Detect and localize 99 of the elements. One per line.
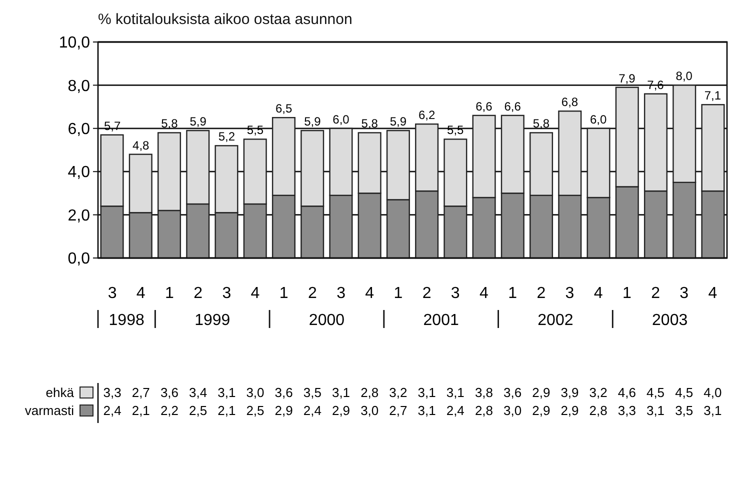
total-label: 6,5 xyxy=(275,102,293,116)
data-label: 2,7 xyxy=(132,385,150,400)
data-label: 3,6 xyxy=(504,385,522,400)
data-label: 2,7 xyxy=(389,403,408,418)
data-label: 2,4 xyxy=(446,403,464,418)
x-tick-label: 1 xyxy=(394,285,403,302)
y-tick-label: 2,0 xyxy=(68,207,90,224)
total-label: 6,6 xyxy=(504,99,522,114)
total-label: 5,9 xyxy=(190,114,207,129)
text: 2000 xyxy=(308,312,345,329)
total-label: 5,8 xyxy=(361,116,378,131)
total-label: 5,8 xyxy=(532,116,550,131)
y-tick-label: 4,0 xyxy=(68,164,90,182)
data-label: 2,9 xyxy=(274,403,293,418)
y-tick-label: 8,0 xyxy=(68,78,90,95)
data-label: 4,6 xyxy=(618,385,636,400)
x-tick-label: 1 xyxy=(622,285,632,302)
x-tick-label: 2 xyxy=(194,285,203,302)
data-label: 3,0 xyxy=(360,403,379,418)
data-label: 2,8 xyxy=(474,403,494,418)
x-tick-label: 1 xyxy=(165,285,174,302)
x-tick-label: 3 xyxy=(680,285,689,302)
data-label: 2,8 xyxy=(360,385,379,400)
data-label: 3,6 xyxy=(274,385,293,400)
data-label: 3,2 xyxy=(589,385,608,400)
data-label: 3,1 xyxy=(418,403,436,418)
data-label: 3,1 xyxy=(704,403,722,418)
data-label: 4,5 xyxy=(646,385,665,400)
x-tick-label: 2 xyxy=(651,285,660,302)
x-tick-label: 4 xyxy=(480,285,489,302)
x-tick-label: 1 xyxy=(508,285,518,302)
x-tick-label: 4 xyxy=(136,285,146,302)
total-label: 7,9 xyxy=(618,71,636,86)
data-label: 3,1 xyxy=(646,403,665,418)
data-label: 3,0 xyxy=(504,403,522,418)
text: 2002 xyxy=(538,312,574,329)
total-label: 5,2 xyxy=(218,130,236,144)
total-label: 5,8 xyxy=(161,116,178,131)
data-label: 3,0 xyxy=(246,385,264,400)
total-label: 6,6 xyxy=(476,99,493,114)
y-tick-label: 0,0 xyxy=(68,250,90,268)
y-tick-label: 6,0 xyxy=(68,121,90,138)
data-label: 3,9 xyxy=(560,385,579,400)
total-label: 6,2 xyxy=(418,108,436,122)
data-label: 3,1 xyxy=(218,385,236,400)
data-label: 3,1 xyxy=(418,385,436,400)
data-label: 3,2 xyxy=(389,385,408,400)
y-tick-label: 10,0 xyxy=(58,34,90,52)
total-label: 6,0 xyxy=(590,112,608,126)
x-tick-label: 4 xyxy=(708,285,718,302)
data-label: 3,1 xyxy=(332,385,350,400)
text: 1998 xyxy=(108,312,144,329)
x-tick-label: 3 xyxy=(108,285,117,302)
x-tick-label: 3 xyxy=(336,285,346,302)
total-label: 5,9 xyxy=(390,114,407,129)
data-label: 2,2 xyxy=(160,403,179,418)
data-label: 3,4 xyxy=(189,385,208,400)
text: 2003 xyxy=(652,312,688,329)
chart-title: % kotitalouksista aikoo ostaa asunnon xyxy=(98,11,352,28)
total-label: 5,9 xyxy=(304,114,322,129)
data-label: 3,3 xyxy=(103,385,122,400)
x-tick-label: 3 xyxy=(565,285,574,302)
text: 2001 xyxy=(423,312,459,329)
legend-label: varmasti xyxy=(24,403,74,418)
data-label: 2,4 xyxy=(303,403,322,418)
x-tick-label: 2 xyxy=(422,285,432,302)
x-tick-label: 4 xyxy=(250,285,260,302)
data-label: 2,8 xyxy=(589,403,608,418)
total-label: 6,8 xyxy=(561,95,578,110)
x-tick-label: 2 xyxy=(536,285,546,302)
data-label: 2,1 xyxy=(218,403,236,418)
total-label: 6,0 xyxy=(332,112,350,126)
data-label: 4,0 xyxy=(704,385,722,400)
data-label: 2,9 xyxy=(560,403,579,418)
data-label: 3,6 xyxy=(160,385,179,400)
total-label: 7,1 xyxy=(704,88,722,103)
total-label: 8,0 xyxy=(676,69,693,84)
data-label: 3,5 xyxy=(303,385,322,400)
x-tick-label: 2 xyxy=(308,285,317,302)
data-label: 3,1 xyxy=(446,385,464,400)
data-label: 2,9 xyxy=(532,385,550,400)
data-label: 2,5 xyxy=(189,403,208,418)
x-tick-label: 3 xyxy=(450,285,460,302)
data-label: 3,8 xyxy=(474,385,494,400)
data-label: 2,1 xyxy=(132,403,150,418)
data-label: 4,5 xyxy=(675,385,694,400)
x-tick-label: 1 xyxy=(279,285,288,302)
legend-label: ehkä xyxy=(46,385,75,400)
data-label: 2,9 xyxy=(332,403,350,418)
x-tick-label: 4 xyxy=(365,285,374,302)
x-tick-label: 3 xyxy=(222,285,232,302)
total-label: 4,8 xyxy=(132,138,150,152)
data-label: 2,4 xyxy=(103,403,122,418)
data-label: 3,5 xyxy=(675,403,694,418)
x-tick-label: 4 xyxy=(594,285,603,302)
data-label: 2,9 xyxy=(532,403,550,418)
data-label: 2,5 xyxy=(246,403,264,418)
data-label: 3,3 xyxy=(618,403,636,418)
text: 1999 xyxy=(194,312,230,329)
